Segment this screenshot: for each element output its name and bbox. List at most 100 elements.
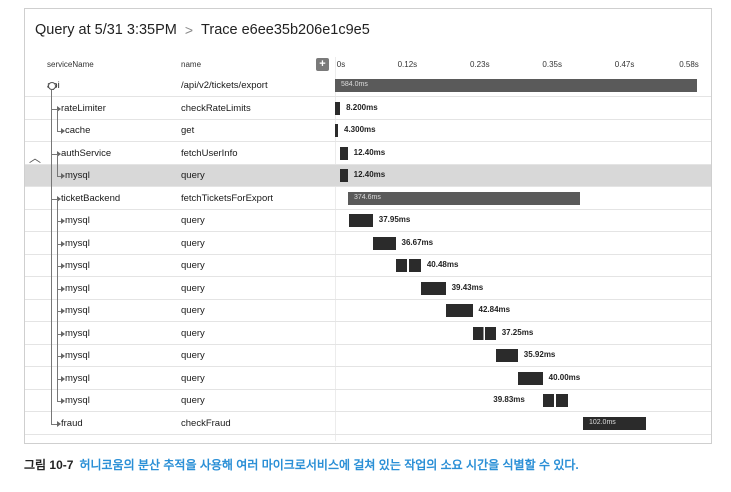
span-operation-name: query xyxy=(181,282,205,294)
span-operation-name: fetchTicketsForExport xyxy=(181,192,274,204)
span-duration-bar[interactable] xyxy=(582,416,647,430)
span-row[interactable]: mysql query 35.92ms xyxy=(25,345,711,367)
span-duration-label: 39.83ms xyxy=(493,395,525,404)
timeline-tick-label: 0.47s xyxy=(614,60,635,69)
column-header: serviceName name + 0s 0.12s 0.23s 0.35s 0.47… xyxy=(25,57,711,73)
span-duration-bar[interactable] xyxy=(372,236,396,250)
span-operation-name: query xyxy=(181,327,205,339)
tree-branch xyxy=(51,153,58,155)
span-row[interactable]: mysql query 42.84ms xyxy=(25,300,711,322)
collapse-chevron-icon[interactable]: ︿ xyxy=(29,151,42,165)
tree-arrow-icon xyxy=(57,420,61,427)
tree-branch xyxy=(57,221,62,222)
span-duration-label: 4.300ms xyxy=(344,125,376,134)
breadcrumb-separator: > xyxy=(184,22,194,38)
span-duration-bar[interactable] xyxy=(495,349,518,362)
tree-branch xyxy=(51,198,58,200)
trace-panel: Query at 5/31 3:35PM > Trace e6ee35b206e… xyxy=(24,8,712,444)
span-row[interactable]: ticketBackend fetchTicketsForExport 374.6m… xyxy=(25,188,711,210)
tree-branch xyxy=(57,378,62,380)
service-column-header[interactable]: serviceName xyxy=(47,60,94,69)
span-duration-label: 584.0ms xyxy=(341,81,368,88)
timeline-tick-label: 0.12s xyxy=(397,60,418,69)
span-duration-bar[interactable] xyxy=(348,191,581,205)
tree-branch xyxy=(57,288,62,290)
span-row[interactable]: mysql query 40.48ms xyxy=(25,255,711,277)
figure-caption: 그림 10-7 허니코움의 분산 추적을 사용해 여러 마이크로서비스에 걸쳐 있… xyxy=(24,456,579,473)
span-operation-name: query xyxy=(181,237,205,249)
span-service-name: mysql xyxy=(65,395,90,406)
span-service-name: mysql xyxy=(65,350,90,361)
tree-line xyxy=(51,90,52,424)
span-duration-bar[interactable] xyxy=(445,304,473,317)
span-duration-label: 37.25ms xyxy=(501,327,534,337)
trace-header: Query at 5/31 3:35PM > Trace e6ee35b206e… xyxy=(35,19,370,41)
span-service-name: mysql xyxy=(65,372,90,384)
tree-branch xyxy=(57,401,62,402)
span-operation-name: /api/v2/tickets/export xyxy=(181,80,268,91)
span-row[interactable]: cache get 4.300ms xyxy=(25,120,711,142)
span-duration-bar[interactable] xyxy=(339,169,348,182)
span-operation-name: query xyxy=(181,170,205,181)
span-operation-name: query xyxy=(181,372,205,384)
span-row[interactable]: authService fetchUserInfo 12.40ms xyxy=(25,143,711,165)
span-duration-label: 37.95ms xyxy=(378,215,411,224)
span-duration-label: 42.84ms xyxy=(478,305,511,314)
span-operation-name: query xyxy=(181,395,205,406)
span-service-name: fraud xyxy=(61,417,83,429)
span-duration-bar[interactable] xyxy=(339,146,348,160)
span-duration-bar[interactable] xyxy=(395,259,421,272)
tree-arrow-icon xyxy=(61,173,65,179)
span-service-name: mysql xyxy=(65,282,90,294)
span-operation-name: query xyxy=(181,350,205,361)
span-row[interactable]: mysql query 36.67ms xyxy=(25,233,711,255)
tree-branch xyxy=(51,108,58,110)
span-duration-bar[interactable] xyxy=(421,281,446,295)
span-duration-bar[interactable] xyxy=(349,214,373,227)
caption-text: 허니코움의 분산 추적을 사용해 여러 마이크로서비스에 걸쳐 있는 작업의 소… xyxy=(79,458,579,472)
query-breadcrumb[interactable]: Query at 5/31 3:35PM xyxy=(35,22,177,38)
span-duration-bar[interactable] xyxy=(335,79,697,92)
span-duration-bar[interactable] xyxy=(543,394,568,407)
span-duration-bar[interactable] xyxy=(472,326,496,340)
span-row[interactable]: rateLimiter checkRateLimits 8.200ms xyxy=(25,98,711,120)
span-service-name: ticketBackend xyxy=(61,192,121,204)
span-service-name: mysql xyxy=(65,215,90,226)
tree-arrow-icon xyxy=(61,128,65,134)
span-duration-bar[interactable] xyxy=(335,124,338,137)
span-service-name: cache xyxy=(65,125,91,136)
tree-branch xyxy=(57,266,62,267)
span-operation-name: fetchUserInfo xyxy=(181,147,238,159)
span-service-name: mysql xyxy=(65,170,90,181)
tree-branch xyxy=(57,243,62,245)
span-duration-label: 12.40ms xyxy=(353,170,386,179)
span-row[interactable]: mysql query 40.00ms xyxy=(25,368,711,390)
span-operation-name: checkFraud xyxy=(181,417,231,429)
span-row[interactable]: mysql query 39.43ms xyxy=(25,278,711,300)
span-service-name: mysql xyxy=(65,327,90,339)
span-row[interactable]: fraud checkFraud 102.0ms xyxy=(25,413,711,435)
tree-branch xyxy=(57,311,62,312)
name-column-header[interactable]: name xyxy=(181,60,202,69)
span-row[interactable]: mysql query 39.83ms xyxy=(25,390,711,412)
expand-all-button[interactable]: + xyxy=(316,58,329,71)
span-duration-bar[interactable] xyxy=(335,101,341,115)
span-row[interactable]: mysql query 37.95ms xyxy=(25,210,711,232)
tree-arrow-icon xyxy=(61,330,65,337)
span-duration-label: 40.48ms xyxy=(426,260,459,269)
span-row[interactable]: mysql query 37.25ms xyxy=(25,323,711,345)
span-row[interactable]: mysql query 12.40ms xyxy=(25,165,711,187)
tree-branch xyxy=(57,333,62,335)
span-duration-bar[interactable] xyxy=(517,371,543,385)
span-service-name: mysql xyxy=(65,260,90,271)
tree-arrow-icon xyxy=(61,308,65,314)
timeline-tick-label: 0.35s xyxy=(542,60,562,69)
tree-branch xyxy=(57,176,62,177)
tree-line xyxy=(57,153,58,176)
span-operation-name: get xyxy=(181,125,195,136)
root-node-icon xyxy=(48,82,56,90)
tree-arrow-icon xyxy=(61,218,65,224)
caption-number: 그림 10-7 xyxy=(24,458,74,472)
tree-arrow-icon xyxy=(61,398,65,404)
